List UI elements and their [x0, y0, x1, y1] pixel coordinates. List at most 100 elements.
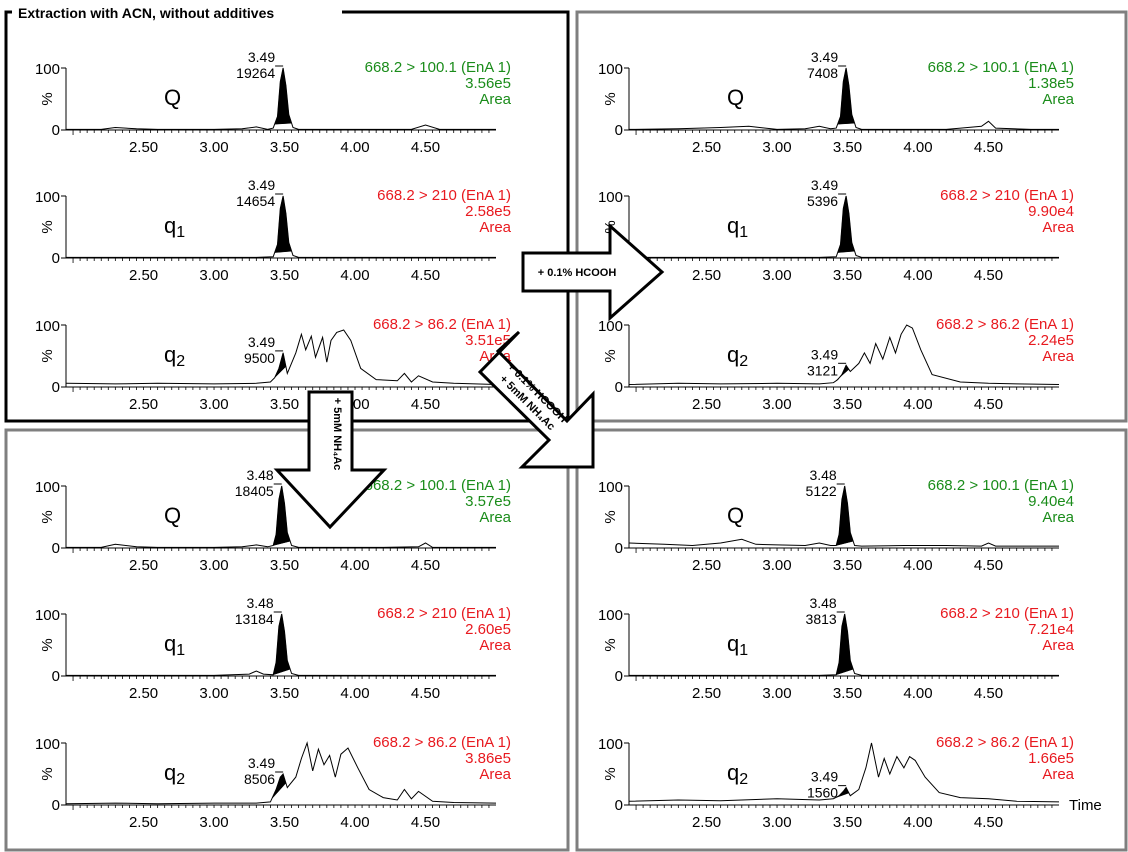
y-tick-label-0: 0	[615, 668, 623, 685]
x-tick-label: 4.50	[411, 396, 440, 413]
trace-name-label: q1	[727, 213, 748, 241]
area-value: 3.57e5	[465, 493, 511, 510]
x-tick-label: 4.00	[903, 814, 932, 831]
x-tick-label: 3.00	[199, 396, 228, 413]
y-tick-label-100: 100	[35, 736, 60, 753]
x-tick-label: 2.50	[129, 396, 158, 413]
panel-title: Extraction with ACN, without additives	[18, 5, 274, 21]
peak-height-label: 7408	[807, 65, 838, 81]
y-tick-label-0: 0	[52, 250, 60, 267]
y-tick-label-0: 0	[52, 122, 60, 139]
peak-height-label: 3813	[806, 611, 837, 627]
trace-name-label: q2	[727, 760, 748, 788]
x-tick-label: 2.50	[692, 685, 721, 702]
peak-height-label: 8506	[244, 771, 275, 787]
area-value: 2.58e5	[465, 203, 511, 220]
x-tick-label: 4.50	[974, 139, 1003, 156]
peak-rt-label: 3.49	[811, 49, 838, 65]
transition-label: 668.2 > 100.1 (EnA 1)	[365, 59, 511, 76]
arrow-diagonal-shape	[477, 330, 595, 469]
integrated-peak-area	[834, 787, 850, 799]
peak-rt-label: 3.49	[248, 755, 275, 771]
y-tick-label-100: 100	[598, 479, 623, 496]
area-word: Area	[1042, 509, 1074, 526]
x-tick-label: 2.50	[692, 557, 721, 574]
area-word: Area	[1042, 766, 1074, 783]
x-tick-label: 3.00	[199, 685, 228, 702]
y-axis-label: %	[39, 638, 56, 651]
y-tick-label-100: 100	[598, 189, 623, 206]
y-tick-label-100: 100	[598, 607, 623, 624]
y-tick-label-100: 100	[35, 607, 60, 624]
area-value: 2.24e5	[1028, 332, 1074, 349]
x-tick-label: 3.50	[270, 685, 299, 702]
x-tick-label: 2.50	[692, 396, 721, 413]
x-tick-label: 3.00	[762, 685, 791, 702]
area-value: 3.51e5	[465, 332, 511, 349]
x-tick-label: 2.50	[129, 814, 158, 831]
x-tick-label: 3.00	[762, 267, 791, 284]
transition-label: 668.2 > 100.1 (EnA 1)	[928, 477, 1074, 494]
y-tick-label-100: 100	[35, 479, 60, 496]
area-value: 9.90e4	[1028, 203, 1074, 220]
y-axis-label: %	[602, 92, 619, 105]
x-axis-time-label: Time	[1069, 797, 1102, 814]
area-value: 2.60e5	[465, 621, 511, 638]
trace-name-label: q1	[164, 631, 185, 659]
transition-label: 668.2 > 86.2 (EnA 1)	[373, 734, 511, 751]
area-word: Area	[1042, 637, 1074, 654]
arrow-right: + 0.1% HCOOH	[521, 222, 665, 322]
area-word: Area	[1042, 91, 1074, 108]
trace-name-label: Q	[164, 85, 181, 110]
x-tick-label: 4.00	[903, 267, 932, 284]
x-tick-label: 3.00	[762, 396, 791, 413]
peak-height-label: 9500	[244, 350, 275, 366]
area-value: 1.38e5	[1028, 75, 1074, 92]
x-tick-label: 4.00	[903, 139, 932, 156]
frame-top-right	[575, 10, 1128, 423]
x-tick-label: 4.00	[340, 814, 369, 831]
integrated-peak-area	[834, 364, 850, 382]
y-tick-label-100: 100	[35, 318, 60, 335]
y-axis-label: %	[602, 510, 619, 523]
integrated-peak-area	[272, 485, 291, 546]
x-tick-label: 2.50	[129, 139, 158, 156]
area-word: Area	[479, 91, 511, 108]
integrated-peak-area	[271, 773, 287, 799]
arrow-right-shape	[521, 222, 665, 322]
panel-title-bg	[12, 4, 342, 22]
frame-bottom-right	[575, 428, 1128, 852]
peak-height-label: 1560	[807, 785, 838, 801]
transition-label: 668.2 > 100.1 (EnA 1)	[365, 477, 511, 494]
arrow-down: + 5mM NH₄Ac	[273, 390, 388, 530]
y-axis-label: %	[39, 349, 56, 362]
x-tick-label: 3.50	[833, 814, 862, 831]
x-tick-label: 2.50	[129, 557, 158, 574]
peak-rt-label: 3.49	[248, 177, 275, 193]
x-tick-label: 3.00	[762, 139, 791, 156]
x-tick-label: 2.50	[692, 814, 721, 831]
x-tick-label: 3.50	[833, 139, 862, 156]
trace-name-label: q2	[164, 342, 185, 370]
x-tick-label: 2.50	[129, 685, 158, 702]
x-tick-label: 3.50	[833, 557, 862, 574]
integrated-peak-area	[274, 195, 292, 253]
integrated-peak-area	[835, 613, 854, 676]
peak-height-label: 19264	[236, 65, 275, 81]
x-tick-label: 3.50	[833, 685, 862, 702]
integrated-peak-area	[835, 485, 854, 546]
peak-rt-label: 3.49	[248, 49, 275, 65]
y-axis-label: %	[602, 767, 619, 780]
peak-rt-label: 3.49	[248, 334, 275, 350]
x-tick-label: 4.50	[974, 685, 1003, 702]
